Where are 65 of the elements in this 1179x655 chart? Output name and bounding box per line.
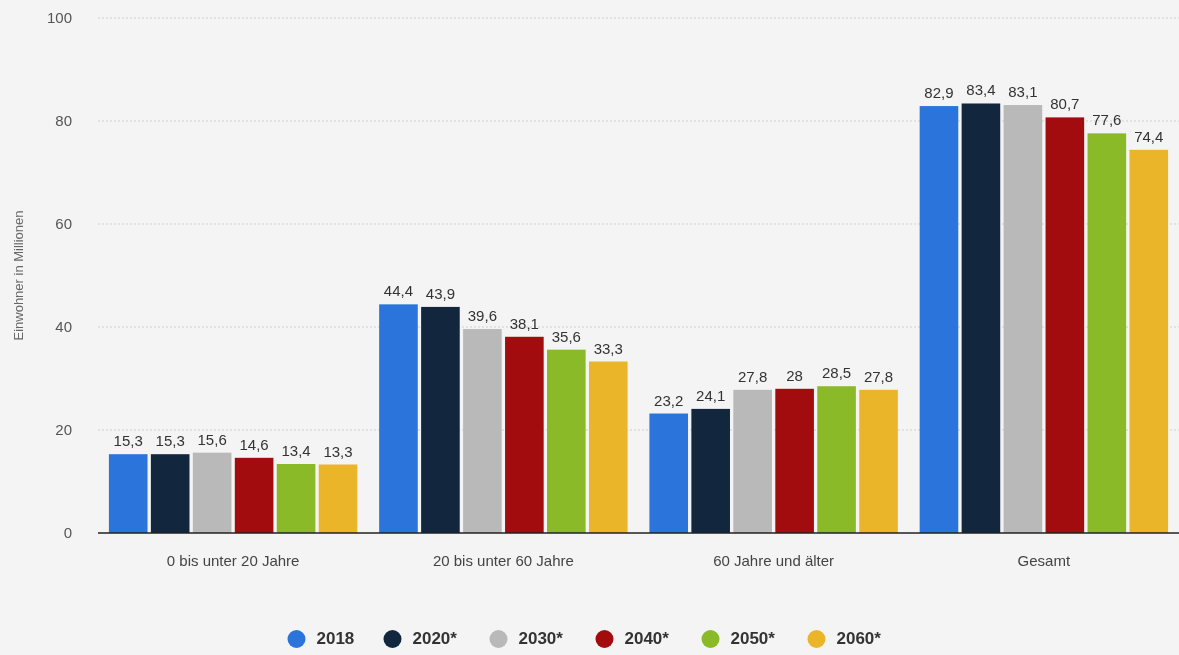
legend-label: 2030* xyxy=(518,629,564,648)
data-label: 83,1 xyxy=(1008,83,1038,101)
bar xyxy=(108,454,148,533)
bar xyxy=(192,452,232,533)
y-tick-label: 100 xyxy=(46,9,72,26)
data-label: 77,6 xyxy=(1092,111,1122,129)
bar xyxy=(1087,133,1127,533)
y-tick-label: 20 xyxy=(55,421,72,438)
data-label: 15,3 xyxy=(155,432,185,450)
data-label: 15,3 xyxy=(113,432,143,450)
data-label: 74,4 xyxy=(1134,127,1164,145)
bar xyxy=(276,463,316,533)
legend-label: 2060* xyxy=(836,629,882,648)
bar xyxy=(1003,105,1043,533)
bar xyxy=(649,413,689,533)
bar xyxy=(379,304,418,533)
data-label: 38,1 xyxy=(509,314,539,332)
bar xyxy=(733,389,772,533)
x-tick-label: Gesamt xyxy=(1017,552,1071,569)
data-label: 28,5 xyxy=(821,364,852,382)
bar xyxy=(588,361,628,533)
y-axis-title: Einwohner in Millionen xyxy=(11,210,26,341)
data-label: 27,8 xyxy=(738,367,768,385)
y-tick-label: 0 xyxy=(63,524,72,541)
bar xyxy=(421,306,460,533)
data-label: 43,9 xyxy=(425,284,456,302)
bar xyxy=(318,464,358,533)
bar xyxy=(505,336,544,533)
bar xyxy=(547,349,586,533)
legend-label: 2020* xyxy=(412,629,458,648)
legend-label: 2018 xyxy=(316,629,355,648)
data-label: 35,6 xyxy=(551,327,581,345)
y-tick-label: 60 xyxy=(55,215,72,232)
bar xyxy=(775,388,814,533)
data-label: 80,7 xyxy=(1050,95,1080,113)
bar xyxy=(961,103,1001,533)
data-label: 15,6 xyxy=(197,430,227,448)
data-label: 44,4 xyxy=(383,282,414,300)
bar xyxy=(691,408,730,533)
x-tick-label: 0 bis unter 20 Jahre xyxy=(166,552,300,569)
data-label: 13,3 xyxy=(323,442,353,460)
data-label: 23,2 xyxy=(654,391,684,409)
data-label: 33,3 xyxy=(593,339,623,357)
bar xyxy=(150,454,190,533)
data-label: 39,6 xyxy=(467,307,497,325)
legend-label: 2040* xyxy=(624,629,670,648)
y-tick-label: 80 xyxy=(55,112,72,129)
bar xyxy=(1045,117,1085,533)
bar xyxy=(817,386,856,533)
data-label: 24,1 xyxy=(696,386,726,404)
legend-label: 2050* xyxy=(730,629,776,648)
x-tick-label: 60 Jahre und älter xyxy=(713,552,835,569)
data-label: 27,8 xyxy=(863,367,894,385)
data-label: 28 xyxy=(786,366,803,384)
data-label: 14,6 xyxy=(239,435,269,453)
data-label: 83,4 xyxy=(966,81,996,99)
x-tick-label: 20 bis unter 60 Jahre xyxy=(432,552,574,569)
bar xyxy=(463,329,502,533)
bar xyxy=(234,457,274,533)
bar xyxy=(859,389,898,533)
data-label: 13,4 xyxy=(281,441,311,459)
y-tick-label: 40 xyxy=(55,318,72,335)
bar xyxy=(919,106,959,533)
bar xyxy=(1129,149,1169,533)
data-label: 82,9 xyxy=(924,84,954,102)
